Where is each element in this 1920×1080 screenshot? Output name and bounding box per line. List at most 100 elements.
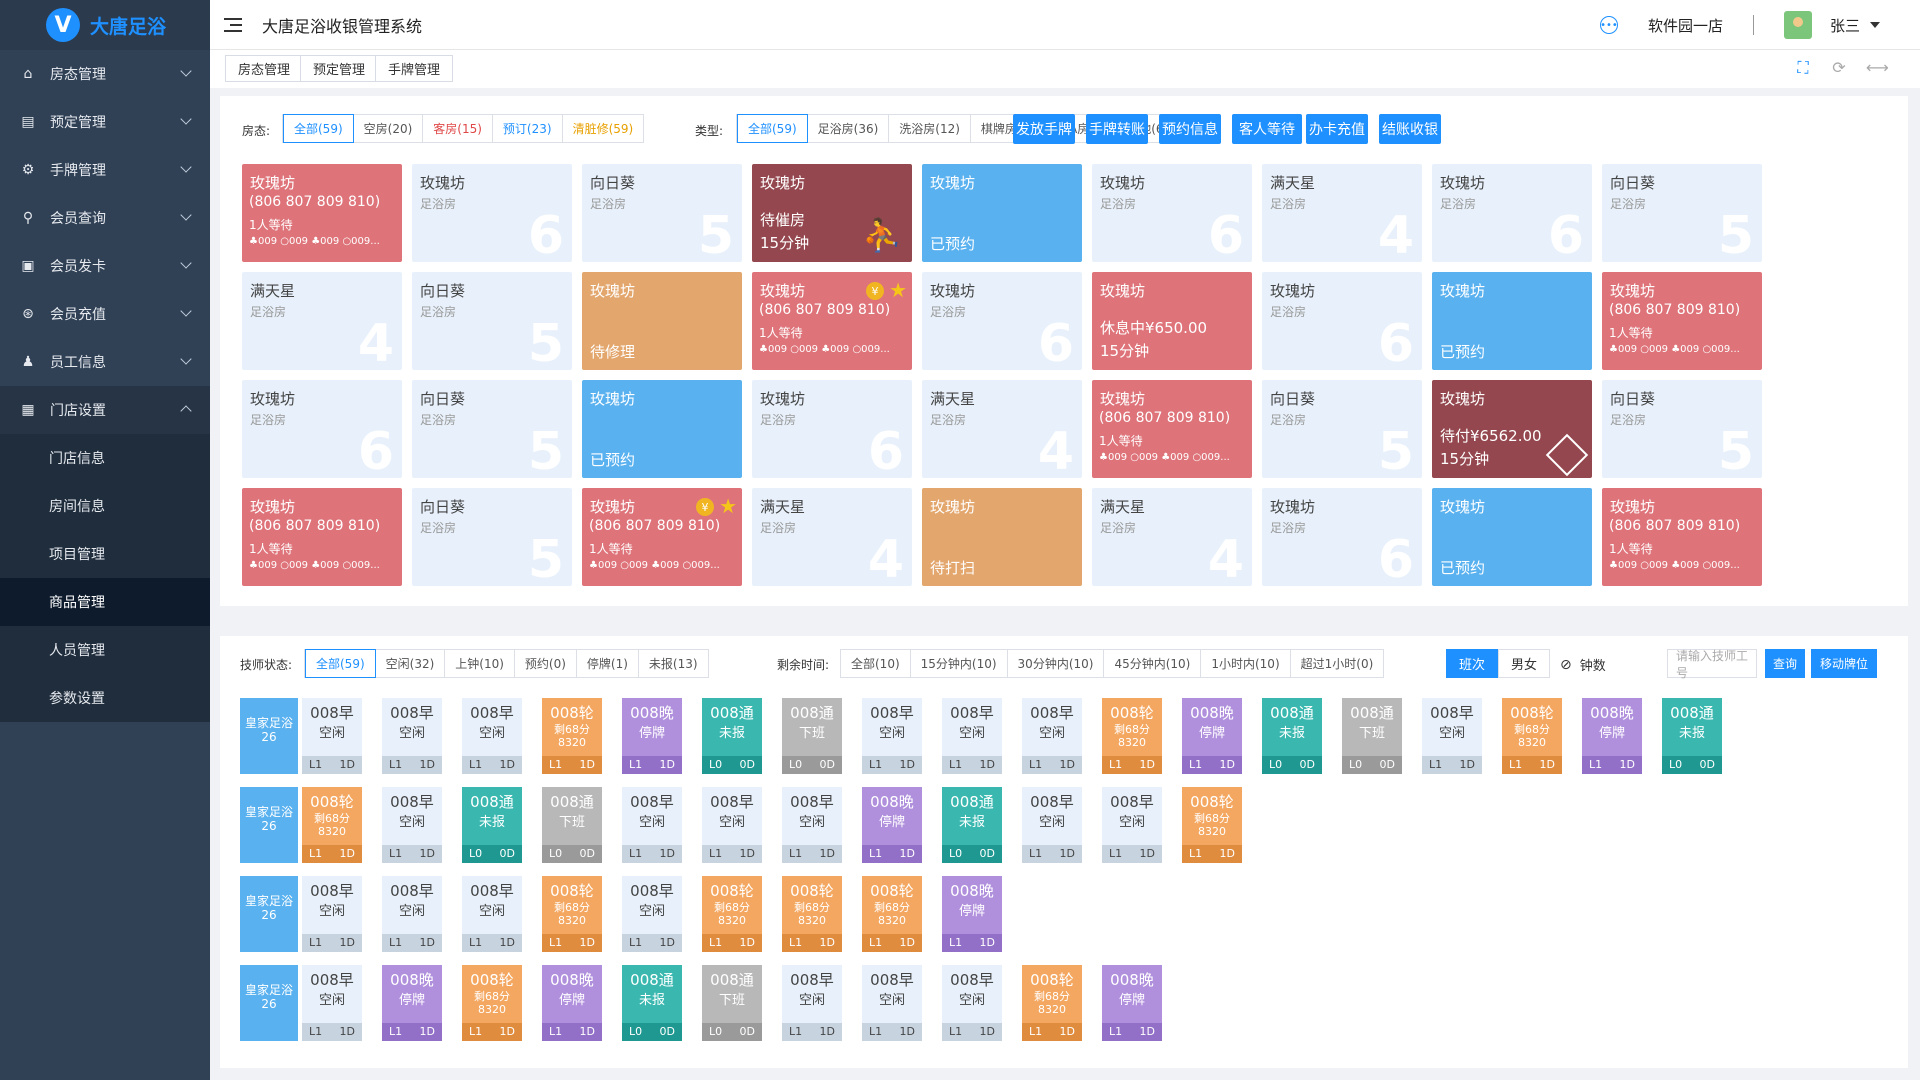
filter-option[interactable]: 15分钟内(10) bbox=[911, 650, 1008, 677]
room-card[interactable]: 玫瑰坊 休息中¥650.00 15分钟 bbox=[1092, 272, 1252, 370]
technician-card[interactable]: 008晚 停牌 L1 1D bbox=[1102, 965, 1162, 1041]
room-card[interactable]: 满天星 足浴房 4 bbox=[242, 272, 402, 370]
room-card[interactable]: 满天星 足浴房 4 bbox=[922, 380, 1082, 478]
technician-card[interactable]: 008早 空闲 L1 1D bbox=[462, 876, 522, 952]
room-card[interactable]: 向日葵 足浴房 5 bbox=[412, 380, 572, 478]
technician-card[interactable]: 008晚 停牌 L1 1D bbox=[382, 965, 442, 1041]
room-card[interactable]: 玫瑰坊 足浴房 6 bbox=[922, 272, 1082, 370]
technician-card[interactable]: 008早 空闲 L1 1D bbox=[702, 787, 762, 863]
room-card[interactable]: 满天星 足浴房 4 bbox=[1262, 164, 1422, 262]
tag-wristband[interactable]: 手牌管理 bbox=[375, 55, 454, 82]
room-card[interactable]: 玫瑰坊 足浴房 6 bbox=[1262, 272, 1422, 370]
technician-card[interactable]: 008早 空闲 L1 1D bbox=[942, 698, 1002, 774]
menu-toggle-icon[interactable] bbox=[224, 17, 244, 33]
room-card[interactable]: 玫瑰坊 (806 807 809 810) 1人等待 ♣009 ○009 ♣009 ○… bbox=[752, 272, 912, 370]
action-button-3[interactable]: 客人等待 bbox=[1232, 114, 1302, 144]
query-button[interactable]: 查询 bbox=[1765, 649, 1805, 678]
technician-card[interactable]: 008早 空闲 L1 1D bbox=[862, 965, 922, 1041]
room-card[interactable]: 玫瑰坊 足浴房 6 bbox=[242, 380, 402, 478]
technician-card[interactable]: 008通 下班 L0 0D bbox=[542, 787, 602, 863]
avatar[interactable] bbox=[1783, 11, 1812, 39]
room-card[interactable]: 向日葵 足浴房 5 bbox=[1262, 380, 1422, 478]
technician-card[interactable]: 008通 下班 L0 0D bbox=[1342, 698, 1402, 774]
room-card[interactable]: 玫瑰坊 (806 807 809 810) 1人等待 ♣009 ○009 ♣009 ○… bbox=[242, 164, 402, 262]
room-card[interactable]: 玫瑰坊 足浴房 6 bbox=[752, 380, 912, 478]
technician-card[interactable]: 008通 未报 L0 0D bbox=[462, 787, 522, 863]
room-card[interactable]: 玫瑰坊 已预约 bbox=[1432, 488, 1592, 586]
technician-card[interactable]: 008轮 剩68分 8320 L1 1D bbox=[1502, 698, 1562, 774]
technician-card[interactable]: 008早 空闲 L1 1D bbox=[782, 965, 842, 1041]
room-card[interactable]: 向日葵 足浴房 5 bbox=[1602, 164, 1762, 262]
sidebar-item-1[interactable]: ▤ 预定管理 bbox=[0, 98, 210, 146]
technician-card[interactable]: 008晚 停牌 L1 1D bbox=[942, 876, 1002, 952]
technician-card[interactable]: 008通 未报 L0 0D bbox=[622, 965, 682, 1041]
technician-card[interactable]: 008通 未报 L0 0D bbox=[1662, 698, 1722, 774]
technician-card[interactable]: 008早 空闲 L1 1D bbox=[302, 698, 362, 774]
technician-card[interactable]: 008晚 停牌 L1 1D bbox=[862, 787, 922, 863]
room-card[interactable]: 玫瑰坊 足浴房 6 bbox=[1262, 488, 1422, 586]
tag-room-status[interactable]: 房态管理 bbox=[225, 55, 304, 82]
action-button-5[interactable]: 结账收银 bbox=[1379, 114, 1441, 144]
caret-down-icon[interactable] bbox=[1870, 22, 1880, 28]
more-icon[interactable]: ••• bbox=[1599, 16, 1618, 34]
toggle-shift[interactable]: 班次 bbox=[1446, 649, 1498, 678]
room-card[interactable]: 玫瑰坊 已预约 bbox=[582, 380, 742, 478]
room-card[interactable]: 玫瑰坊 待催房 15分钟 ⛹ bbox=[752, 164, 912, 262]
technician-card[interactable]: 008通 下班 L0 0D bbox=[702, 965, 762, 1041]
action-button-1[interactable]: 手牌转账 bbox=[1086, 114, 1148, 144]
sidebar-subitem-4[interactable]: 人员管理 bbox=[0, 626, 210, 674]
sidebar-item-3[interactable]: ⚲ 会员查询 bbox=[0, 194, 210, 242]
technician-card[interactable]: 008早 空闲 L1 1D bbox=[1022, 787, 1082, 863]
sidebar-item-6[interactable]: ♟ 员工信息 bbox=[0, 338, 210, 386]
technician-card[interactable]: 008轮 剩68分 8320 L1 1D bbox=[462, 965, 522, 1041]
tech-id-search-input[interactable]: 请输入技师工号 bbox=[1667, 649, 1757, 680]
technician-card[interactable]: 008通 未报 L0 0D bbox=[942, 787, 1002, 863]
room-card[interactable]: 玫瑰坊 (806 807 809 810) 1人等待 ♣009 ○009 ♣009 ○… bbox=[582, 488, 742, 586]
sidebar-item-2[interactable]: ⚙ 手牌管理 bbox=[0, 146, 210, 194]
technician-card[interactable]: 008轮 剩68分 8320 L1 1D bbox=[542, 698, 602, 774]
technician-card[interactable]: 008轮 剩68分 8320 L1 1D bbox=[1182, 787, 1242, 863]
tag-booking[interactable]: 预定管理 bbox=[300, 55, 379, 82]
technician-card[interactable]: 008早 空闲 L1 1D bbox=[302, 965, 362, 1041]
store-name[interactable]: 软件园一店 bbox=[1647, 16, 1723, 35]
room-card[interactable]: 玫瑰坊 已预约 bbox=[922, 164, 1082, 262]
room-card[interactable]: 玫瑰坊 足浴房 6 bbox=[412, 164, 572, 262]
room-card[interactable]: 向日葵 足浴房 5 bbox=[412, 488, 572, 586]
room-card[interactable]: 玫瑰坊 (806 807 809 810) 1人等待 ♣009 ○009 ♣009 ○… bbox=[1092, 380, 1252, 478]
technician-card[interactable]: 008轮 剩68分 8320 L1 1D bbox=[1022, 965, 1082, 1041]
filter-option[interactable]: 45分钟内(10) bbox=[1104, 650, 1202, 677]
room-card[interactable]: 玫瑰坊 (806 807 809 810) 1人等待 ♣009 ○009 ♣009 ○… bbox=[242, 488, 402, 586]
technician-card[interactable]: 008早 空闲 L1 1D bbox=[942, 965, 1002, 1041]
action-button-2[interactable]: 预约信息 bbox=[1159, 114, 1221, 144]
room-card[interactable]: 玫瑰坊 待付¥6562.00 15分钟 bbox=[1432, 380, 1592, 478]
room-card[interactable]: 玫瑰坊 待修理 bbox=[582, 272, 742, 370]
user-name[interactable]: 张三 bbox=[1829, 16, 1860, 35]
sidebar-item-5[interactable]: ⊛ 会员充值 bbox=[0, 290, 210, 338]
action-button-4[interactable]: 办卡充值 bbox=[1306, 114, 1368, 144]
sidebar-subitem-2[interactable]: 项目管理 bbox=[0, 530, 210, 578]
filter-option[interactable]: 超过1小时(0) bbox=[1300, 657, 1374, 671]
expand-width-icon[interactable]: ⟷ bbox=[1866, 58, 1889, 77]
technician-card[interactable]: 008晚 停牌 L1 1D bbox=[1582, 698, 1642, 774]
technician-card[interactable]: 008早 空闲 L1 1D bbox=[382, 876, 442, 952]
technician-card[interactable]: 008早 空闲 L1 1D bbox=[382, 698, 442, 774]
fullscreen-icon[interactable]: ⛶ bbox=[1797, 58, 1809, 77]
technician-card[interactable]: 008早 空闲 L1 1D bbox=[622, 876, 682, 952]
technician-card[interactable]: 008通 未报 L0 0D bbox=[702, 698, 762, 774]
filter-option[interactable]: 停牌(1) bbox=[577, 650, 639, 677]
filter-option[interactable]: 预订(23) bbox=[493, 115, 563, 142]
filter-option[interactable]: 全部(10) bbox=[841, 650, 911, 677]
technician-card[interactable]: 008早 空闲 L1 1D bbox=[782, 787, 842, 863]
toggle-gender[interactable]: 男女 bbox=[1498, 649, 1550, 678]
filter-option[interactable]: 足浴房(36) bbox=[808, 115, 890, 142]
sidebar-subitem-5[interactable]: 参数设置 bbox=[0, 674, 210, 722]
sidebar-item-4[interactable]: ▣ 会员发卡 bbox=[0, 242, 210, 290]
room-card[interactable]: 向日葵 足浴房 5 bbox=[1602, 380, 1762, 478]
room-card[interactable]: 玫瑰坊 足浴房 6 bbox=[1092, 164, 1252, 262]
technician-card[interactable]: 008早 空闲 L1 1D bbox=[462, 698, 522, 774]
technician-card[interactable]: 008早 空闲 L1 1D bbox=[622, 787, 682, 863]
technician-card[interactable]: 008通 未报 L0 0D bbox=[1262, 698, 1322, 774]
technician-card[interactable]: 008早 空闲 L1 1D bbox=[862, 698, 922, 774]
technician-card[interactable]: 008早 空闲 L1 1D bbox=[1102, 787, 1162, 863]
technician-card[interactable]: 008通 下班 L0 0D bbox=[782, 698, 842, 774]
